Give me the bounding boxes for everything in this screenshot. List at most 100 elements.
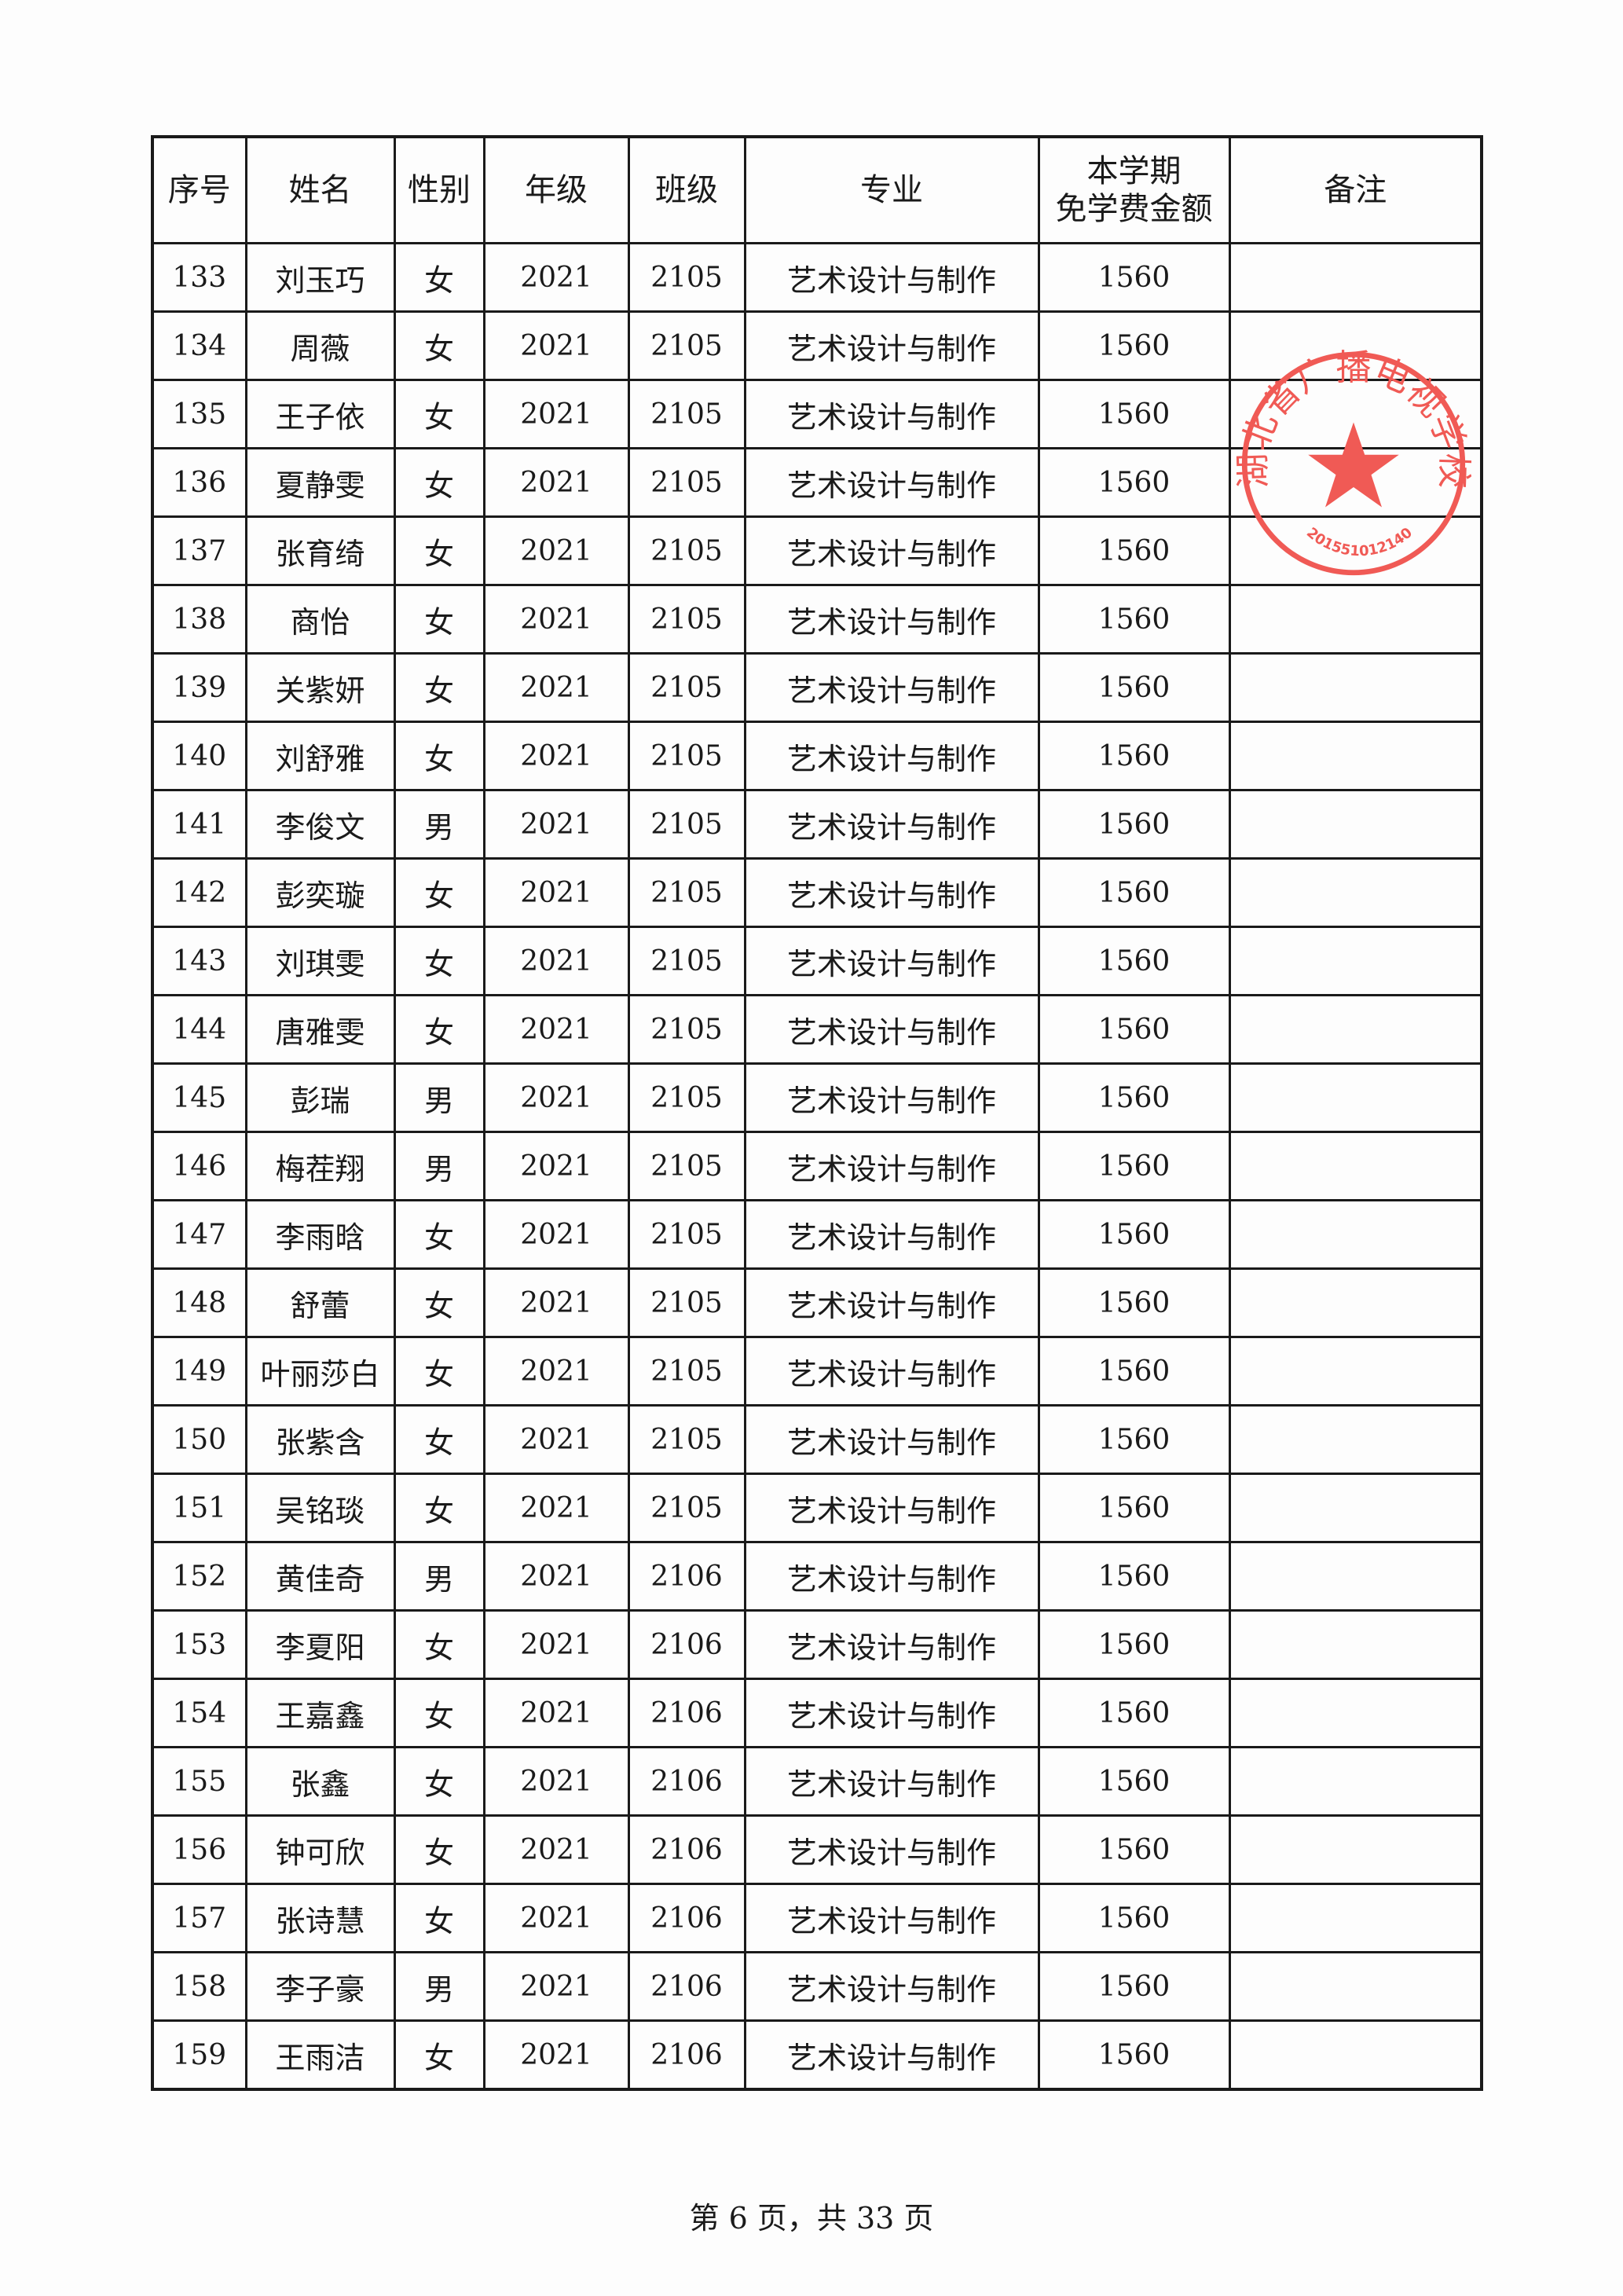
- cell-remarks: [1228, 857, 1483, 928]
- cell-class: 2105: [627, 1131, 746, 1201]
- cell-name: 彭奕璇: [244, 857, 396, 928]
- cell-index: 155: [151, 1746, 247, 1817]
- cell-name: 叶丽莎白: [244, 1336, 396, 1407]
- cell-grade: 2021: [482, 926, 630, 996]
- cell-name: 王雨洁: [244, 2019, 396, 2091]
- cell-class: 2106: [627, 1951, 746, 2022]
- table-row: 136 夏静雯女 2021 2105 艺术设计与制作 1560: [151, 447, 1483, 518]
- cell-gender: 女: [393, 1404, 485, 1475]
- cell-name: 梅茬翔: [244, 1131, 396, 1201]
- cell-remarks: [1228, 721, 1483, 791]
- cell-remarks: [1228, 1883, 1483, 1953]
- cell-remarks: [1228, 1678, 1483, 1748]
- cell-name: 吴铭琰: [244, 1473, 396, 1543]
- cell-name: 周薇: [244, 310, 396, 381]
- cell-remarks: [1228, 1199, 1483, 1270]
- cell-fee-amount: 1560: [1037, 1267, 1231, 1338]
- cell-name: 彭瑞: [244, 1062, 396, 1133]
- cell-major: 艺术设计与制作: [743, 1746, 1040, 1817]
- cell-class: 2105: [627, 994, 746, 1065]
- cell-gender: 女: [393, 1199, 485, 1270]
- cell-index: 154: [151, 1678, 247, 1748]
- cell-name: 钟可欣: [244, 1814, 396, 1885]
- cell-gender: 女: [393, 1336, 485, 1407]
- cell-major: 艺术设计与制作: [743, 1541, 1040, 1612]
- cell-fee-amount: 1560: [1037, 1678, 1231, 1748]
- cell-major: 艺术设计与制作: [743, 1267, 1040, 1338]
- table-header-row: 序号 姓名 性别 年级 班级 专业 本学期 免学费金额 备注: [151, 135, 1483, 244]
- cell-index: 147: [151, 1199, 247, 1270]
- cell-major: 艺术设计与制作: [743, 584, 1040, 655]
- cell-gender: 男: [393, 1541, 485, 1612]
- cell-gender: 女: [393, 652, 485, 723]
- cell-remarks: [1228, 310, 1483, 381]
- cell-name: 黄佳奇: [244, 1541, 396, 1612]
- cell-class: 2105: [627, 1062, 746, 1133]
- cell-major: 艺术设计与制作: [743, 447, 1040, 518]
- table-row: 138 商怡女 2021 2105 艺术设计与制作 1560: [151, 584, 1483, 655]
- cell-name: 唐雅雯: [244, 994, 396, 1065]
- table-row: 156 钟可欣女 2021 2106 艺术设计与制作 1560: [151, 1814, 1483, 1885]
- cell-major: 艺术设计与制作: [743, 515, 1040, 586]
- cell-class: 2106: [627, 1746, 746, 1817]
- table-row: 140 刘舒雅女 2021 2105 艺术设计与制作 1560: [151, 721, 1483, 791]
- cell-name: 刘琪雯: [244, 926, 396, 996]
- cell-name: 王嘉鑫: [244, 1678, 396, 1748]
- cell-index: 148: [151, 1267, 247, 1338]
- cell-index: 135: [151, 379, 247, 449]
- cell-fee-amount: 1560: [1037, 1336, 1231, 1407]
- header-name: 姓名: [244, 135, 396, 244]
- cell-grade: 2021: [482, 242, 630, 313]
- cell-class: 2105: [627, 447, 746, 518]
- cell-class: 2106: [627, 1609, 746, 1680]
- table-row: 158 李子豪男 2021 2106 艺术设计与制作 1560: [151, 1951, 1483, 2022]
- cell-name: 刘玉巧: [244, 242, 396, 313]
- table-row: 143 刘琪雯女 2021 2105 艺术设计与制作 1560: [151, 926, 1483, 996]
- cell-index: 145: [151, 1062, 247, 1133]
- cell-fee-amount: 1560: [1037, 789, 1231, 860]
- cell-grade: 2021: [482, 1814, 630, 1885]
- cell-index: 144: [151, 994, 247, 1065]
- table-row: 150 张紫含女 2021 2105 艺术设计与制作 1560: [151, 1404, 1483, 1475]
- cell-remarks: [1228, 584, 1483, 655]
- cell-fee-amount: 1560: [1037, 1814, 1231, 1885]
- cell-fee-amount: 1560: [1037, 1062, 1231, 1133]
- cell-grade: 2021: [482, 1404, 630, 1475]
- cell-fee-amount: 1560: [1037, 926, 1231, 996]
- cell-major: 艺术设计与制作: [743, 242, 1040, 313]
- cell-name: 商怡: [244, 584, 396, 655]
- cell-fee-amount: 1560: [1037, 1131, 1231, 1201]
- table-row: 134 周薇女 2021 2105 艺术设计与制作 1560: [151, 310, 1483, 381]
- cell-grade: 2021: [482, 789, 630, 860]
- cell-index: 138: [151, 584, 247, 655]
- cell-grade: 2021: [482, 1199, 630, 1270]
- cell-major: 艺术设计与制作: [743, 1199, 1040, 1270]
- cell-gender: 女: [393, 994, 485, 1065]
- cell-fee-amount: 1560: [1037, 721, 1231, 791]
- cell-class: 2105: [627, 379, 746, 449]
- cell-class: 2106: [627, 1814, 746, 1885]
- cell-class: 2105: [627, 721, 746, 791]
- cell-index: 158: [151, 1951, 247, 2022]
- cell-fee-amount: 1560: [1037, 1199, 1231, 1270]
- cell-index: 152: [151, 1541, 247, 1612]
- cell-index: 150: [151, 1404, 247, 1475]
- cell-gender: 女: [393, 721, 485, 791]
- cell-major: 艺术设计与制作: [743, 1404, 1040, 1475]
- table-row: 152 黄佳奇男 2021 2106 艺术设计与制作 1560: [151, 1541, 1483, 1612]
- cell-major: 艺术设计与制作: [743, 2019, 1040, 2091]
- cell-fee-amount: 1560: [1037, 379, 1231, 449]
- cell-grade: 2021: [482, 447, 630, 518]
- cell-major: 艺术设计与制作: [743, 1131, 1040, 1201]
- cell-class: 2105: [627, 857, 746, 928]
- cell-name: 张紫含: [244, 1404, 396, 1475]
- header-major: 专业: [743, 135, 1040, 244]
- cell-fee-amount: 1560: [1037, 584, 1231, 655]
- cell-fee-amount: 1560: [1037, 242, 1231, 313]
- header-gender: 性别: [393, 135, 485, 244]
- header-fee-amount: 本学期 免学费金额: [1037, 135, 1231, 244]
- cell-remarks: [1228, 789, 1483, 860]
- cell-index: 156: [151, 1814, 247, 1885]
- cell-grade: 2021: [482, 1609, 630, 1680]
- cell-grade: 2021: [482, 1267, 630, 1338]
